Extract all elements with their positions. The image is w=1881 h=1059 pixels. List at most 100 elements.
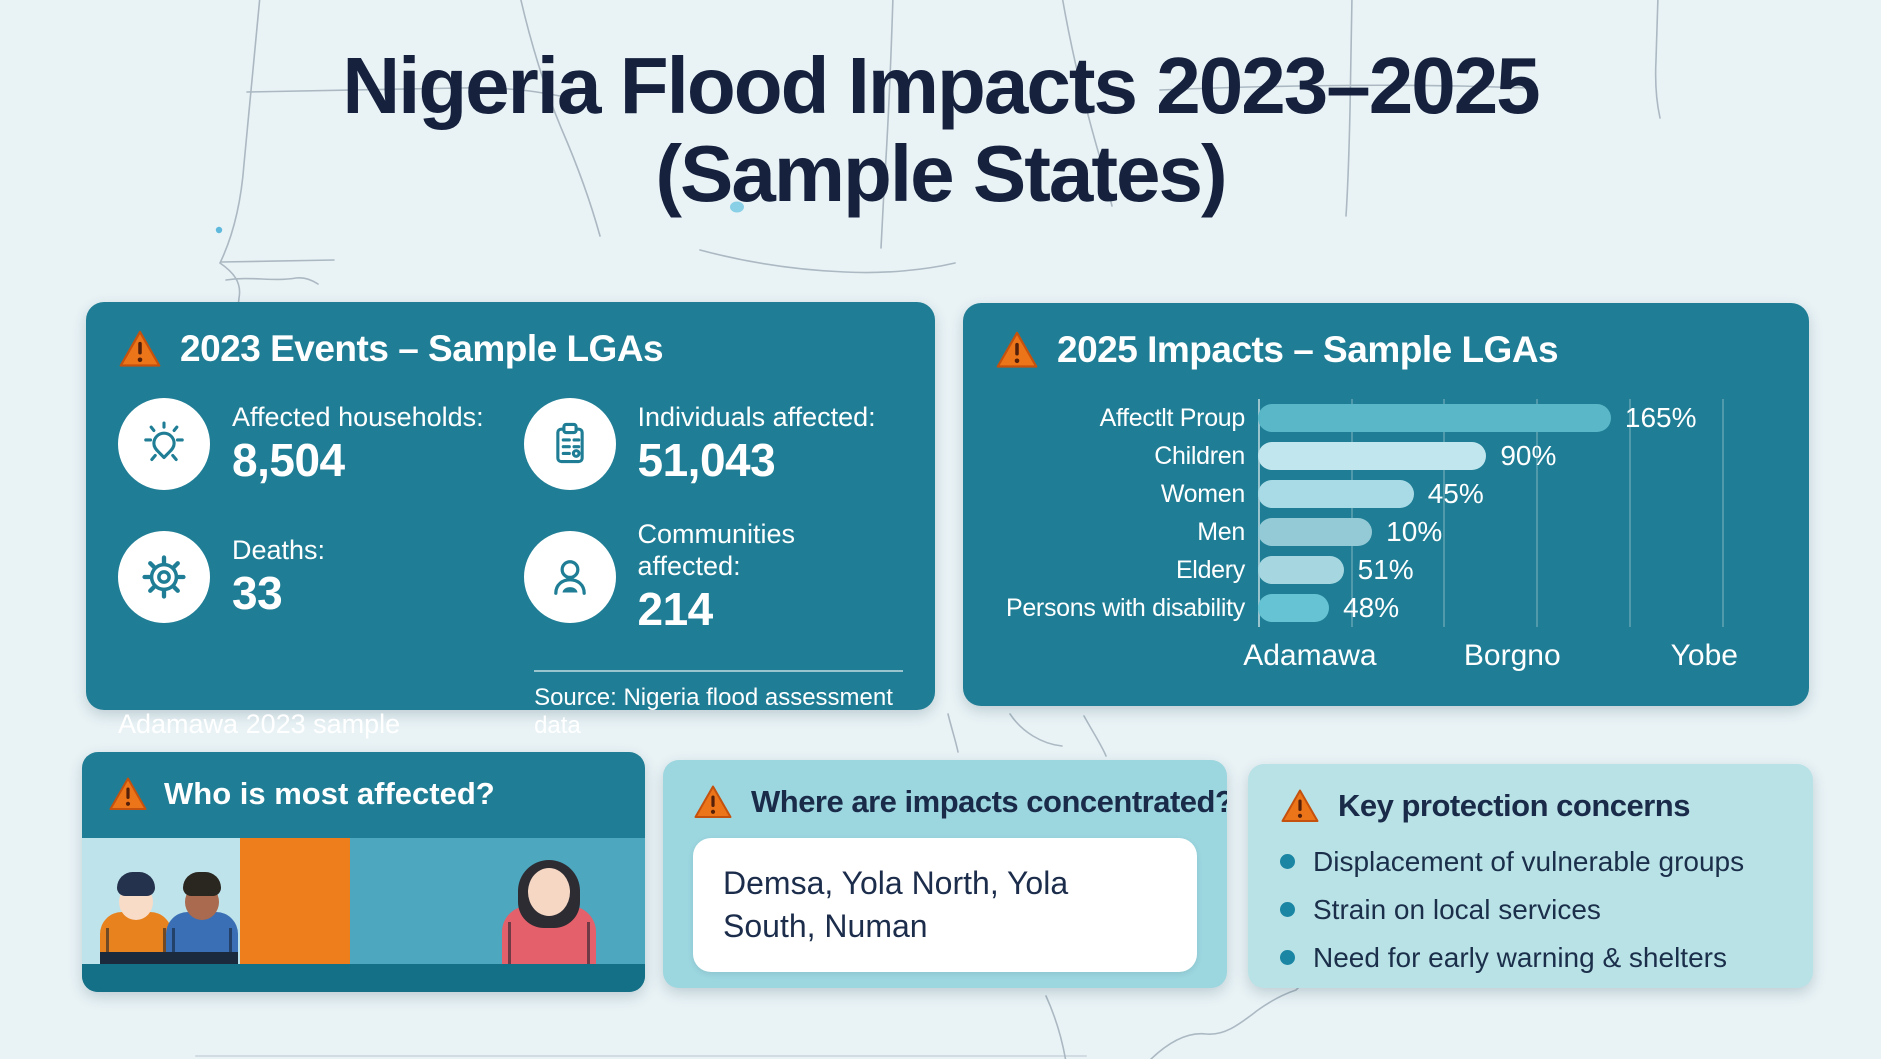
stat-label: Communities affected: xyxy=(637,519,796,582)
bullet-dot-icon xyxy=(1280,854,1295,869)
bullet-dot-icon xyxy=(1280,950,1295,965)
list-item: Need for early warning & shelters xyxy=(1280,940,1781,975)
gear-icon xyxy=(142,555,186,599)
stat-text: Communities affected: 214 xyxy=(638,518,904,636)
warning-icon xyxy=(109,777,147,810)
people-illustration xyxy=(82,838,645,964)
person-hair xyxy=(183,872,221,896)
impacts-2025-panel: 2025 Impacts – Sample LGAs Affectlt Prou… xyxy=(963,303,1809,706)
x-axis-label: Adamawa xyxy=(1243,639,1377,672)
who-panel-title: Who is most affected? xyxy=(164,776,495,811)
bar-value-label: 90% xyxy=(1500,440,1557,471)
list-item: Strain on local services xyxy=(1280,892,1781,927)
bar-track: 165% xyxy=(1258,402,1777,433)
gridline xyxy=(1536,399,1539,627)
bar-fill xyxy=(1258,518,1373,546)
bar-value-label: 51% xyxy=(1357,554,1414,585)
bar-value-label: 45% xyxy=(1427,478,1484,509)
chart-gridlines xyxy=(1258,399,1773,627)
stat-label: Individuals affected: xyxy=(637,402,876,433)
bar-fill xyxy=(1258,404,1611,432)
stat-circle xyxy=(523,530,616,623)
page-title-line2: (Sample States) xyxy=(655,129,1227,218)
x-axis-label: Borgno xyxy=(1463,639,1561,672)
stat-label: Affected households: xyxy=(232,402,484,433)
page-title: Nigeria Flood Impacts 2023–2025 (Sample … xyxy=(0,42,1881,218)
person-figure xyxy=(100,872,172,964)
bullet-dot-icon xyxy=(1280,902,1295,917)
stat-circle xyxy=(118,530,210,623)
protection-concerns-panel: Key protection concerns Displacement of … xyxy=(1248,764,1813,988)
concerns-bullet-list: Displacement of vulnerable groups Strain… xyxy=(1280,844,1781,975)
where-concentrated-panel: Where are impacts concentrated? Demsa, Y… xyxy=(663,760,1227,988)
lga-list-box: Demsa, Yola North, Yola South, Numan xyxy=(693,838,1197,973)
bar-category-label: Eldery xyxy=(1175,555,1245,584)
bullet-text: Strain on local services xyxy=(1313,894,1601,925)
clipboard-icon xyxy=(555,422,584,464)
bar-row: Children 90% xyxy=(995,437,1777,475)
warning-icon xyxy=(1281,789,1319,822)
warning-icon xyxy=(119,330,161,367)
bar-category-label: Men xyxy=(1197,517,1245,546)
concerns-panel-title: Key protection concerns xyxy=(1338,788,1690,823)
person-figure xyxy=(502,860,596,964)
bar-value-label: 48% xyxy=(1343,592,1400,623)
illustration-bottom-strip xyxy=(82,964,645,992)
person-figure xyxy=(166,872,238,964)
bar-fill xyxy=(1258,442,1487,470)
bar-row: Women 45% xyxy=(995,475,1777,513)
stat-text: Affected households: 8,504 xyxy=(232,401,484,486)
events-stats-grid: Affected households: 8,504 Individuals a… xyxy=(118,398,903,636)
stat-value: 51,043 xyxy=(637,433,776,486)
who-panel-header: Who is most affected? xyxy=(82,752,645,812)
person-icon xyxy=(553,559,586,595)
stat-deaths: Deaths: 33 xyxy=(118,518,498,636)
sample-footnote: Adamawa 2023 sample xyxy=(118,708,401,739)
stat-communities-affected: Communities affected: 214 xyxy=(523,518,904,636)
y-axis-line xyxy=(1258,399,1260,627)
bar-value-label: 10% xyxy=(1386,516,1443,547)
stat-text: Deaths: 33 xyxy=(232,534,325,619)
bar-track: 10% xyxy=(1258,516,1777,547)
person-body xyxy=(100,912,172,964)
idea-icon xyxy=(144,421,184,462)
stat-value: 214 xyxy=(637,582,714,635)
impacts-panel-header: 2025 Impacts – Sample LGAs xyxy=(995,329,1777,371)
bar-category-label: Women xyxy=(1160,479,1245,508)
gridline xyxy=(1721,399,1724,627)
bar-category-label: Persons with disability xyxy=(1005,593,1245,622)
x-axis-label: Yobe xyxy=(1670,639,1738,672)
bar-fill xyxy=(1258,480,1414,508)
source-note: Source: Nigeria flood assessment data xyxy=(534,669,903,740)
bar-row: Affectlt Proup 165% xyxy=(995,399,1777,437)
person-body xyxy=(166,912,238,964)
map-lake-dot xyxy=(730,201,744,213)
gridline xyxy=(1628,399,1631,627)
events-footer: Adamawa 2023 sample Source: Nigeria floo… xyxy=(118,669,903,740)
list-item: Displacement of vulnerable groups xyxy=(1280,844,1781,879)
stat-affected-households: Affected households: 8,504 xyxy=(118,398,498,490)
illustration-orange-block xyxy=(240,838,350,964)
where-panel-title: Where are impacts concentrated? xyxy=(751,784,1227,819)
impacts-panel-title: 2025 Impacts – Sample LGAs xyxy=(1057,329,1559,370)
bar-category-label: Affectlt Proup xyxy=(1099,403,1246,432)
bar-track: 51% xyxy=(1258,554,1777,585)
bullet-text: Need for early warning & shelters xyxy=(1313,942,1727,973)
stat-value: 33 xyxy=(232,566,283,619)
events-panel-title: 2023 Events – Sample LGAs xyxy=(180,328,664,369)
x-axis: Adamawa Borgno Yobe xyxy=(1243,639,1777,685)
bar-track: 48% xyxy=(1258,592,1777,623)
bar-value-label: 165% xyxy=(1624,402,1697,433)
stat-label: Deaths: xyxy=(232,535,326,566)
impacts-bar-chart: Affectlt Proup 165% Children 90% Women 4… xyxy=(995,399,1777,685)
warning-icon xyxy=(996,331,1038,368)
bar-track: 45% xyxy=(1258,478,1777,509)
gridline xyxy=(1350,399,1353,627)
stat-value: 8,504 xyxy=(232,433,345,486)
person-hair xyxy=(117,872,155,896)
stat-text: Individuals affected: 51,043 xyxy=(638,401,876,486)
stat-circle xyxy=(118,398,210,490)
who-affected-panel: Who is most affected? xyxy=(82,752,645,992)
bar-row: Persons with disability 48% xyxy=(995,589,1777,627)
